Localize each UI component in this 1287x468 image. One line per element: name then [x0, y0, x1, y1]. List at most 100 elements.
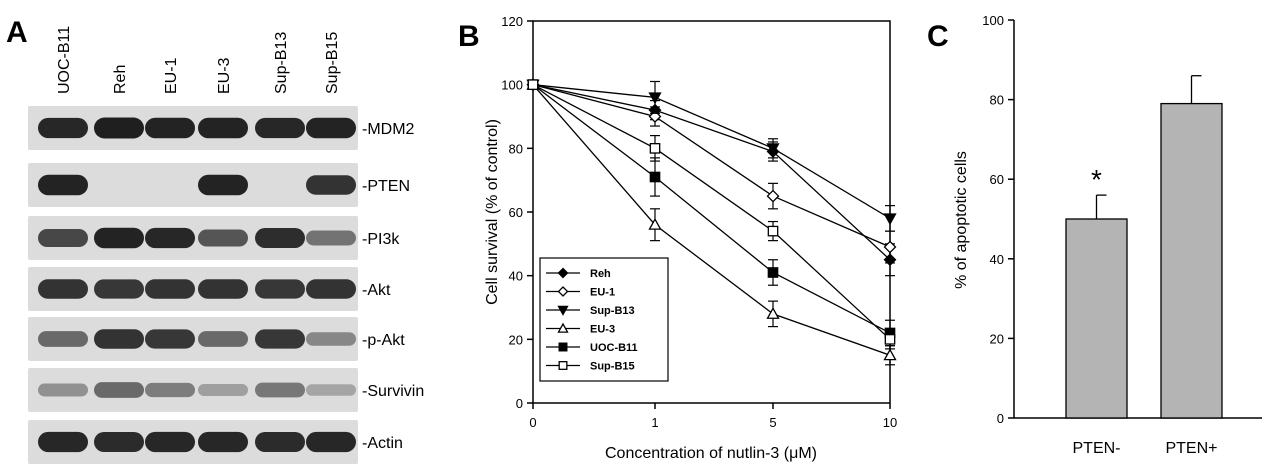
- y-tick-label-c: 40: [990, 252, 1004, 267]
- series-reh: [526, 78, 897, 277]
- series-line: [532, 84, 891, 340]
- series-sup-b13: [526, 79, 897, 232]
- y-axis-label-b: Cell survival (% of control): [484, 119, 501, 305]
- legend-label: Sup-B15: [590, 361, 635, 373]
- lane-label: EU-3: [216, 57, 233, 94]
- band-label: -MDM2: [362, 121, 415, 138]
- series-b: [526, 77, 897, 366]
- marker: [649, 143, 661, 154]
- panel-b-line-chart: B 0 20 40 60 80 100 120 0 1 5 10 Cell survival (%…: [458, 14, 897, 462]
- x-axis-b: 0 1 5 10: [529, 403, 897, 430]
- band-label: -Survivin: [362, 383, 424, 400]
- y-tick-label-c: 0: [997, 411, 1004, 426]
- marker: [766, 307, 780, 319]
- series-line: [532, 84, 891, 219]
- marker: [883, 240, 897, 254]
- blot-band: [255, 117, 305, 139]
- marker: [649, 171, 661, 183]
- marker: [766, 143, 780, 156]
- legend-label: EU-3: [590, 324, 615, 336]
- y-tick-label-b: 0: [516, 396, 523, 411]
- blot-band: [198, 331, 248, 347]
- legend-label: UOC-B11: [590, 342, 638, 354]
- bar: [1065, 218, 1128, 419]
- marker: [558, 342, 568, 352]
- blot-band: [306, 384, 356, 396]
- marker: [557, 267, 569, 279]
- panel-letter-a: A: [6, 16, 28, 49]
- y-axis-label-c: % of apoptotic cells: [953, 151, 970, 289]
- y-tick-label-b: 20: [509, 332, 523, 347]
- y-tick-label-c: 20: [990, 331, 1004, 346]
- blot-band: [255, 329, 305, 349]
- marker: [767, 267, 779, 278]
- marker: [558, 361, 568, 370]
- band-label: -PI3k: [362, 231, 400, 248]
- y-tick-label-b: 120: [501, 14, 523, 29]
- blot-band: [38, 431, 88, 453]
- blot-band: [94, 382, 144, 398]
- lane-labels: UOC-B11 Reh EU-1 EU-3 Sup-B13 Sup-B15: [56, 26, 341, 94]
- blot-band: [94, 431, 144, 453]
- marker: [557, 286, 569, 297]
- band-label: -PTEN: [362, 178, 410, 195]
- blot-band: [306, 175, 356, 195]
- y-axis-c: 0 20 40 60 80 100: [982, 13, 1014, 426]
- bars-c: PTEN- * PTEN+: [1065, 75, 1223, 457]
- series-line: [532, 84, 891, 356]
- series-line: [532, 84, 891, 248]
- blot-band: [38, 331, 88, 347]
- blot-band: [38, 383, 88, 397]
- blot-band: [145, 431, 195, 453]
- blot-band: [94, 279, 144, 299]
- legend-b: Reh EU-1 Sup-B13 EU-3 UOC-B11 Sup-B15: [539, 257, 669, 382]
- y-tick-label-b: 100: [501, 78, 523, 93]
- lane-label: Sup-B15: [324, 32, 341, 94]
- band-label: -p-Akt: [362, 332, 405, 349]
- marker: [884, 334, 896, 345]
- category-label: PTEN-: [1073, 440, 1121, 457]
- significance-asterisk: *: [1091, 164, 1102, 195]
- marker: [883, 213, 897, 226]
- legend-label: EU-1: [590, 287, 615, 299]
- blot-band: [145, 329, 195, 349]
- panel-c-bar-chart: C 0 20 40 60 80 100 % of apoptotic cells PTEN…: [927, 13, 1262, 457]
- blot-band: [38, 117, 88, 139]
- legend-label: Sup-B13: [590, 305, 635, 317]
- x-tick-label-b: 1: [651, 415, 658, 430]
- blot-band: [306, 117, 356, 139]
- blot-band: [198, 117, 248, 139]
- blot-band: [145, 117, 195, 139]
- blot-band: [94, 117, 144, 139]
- blot-strip: [28, 163, 358, 207]
- lane-label: EU-1: [163, 57, 180, 94]
- marker: [648, 217, 662, 230]
- x-tick-label-b: 10: [883, 415, 897, 430]
- lane-label: UOC-B11: [56, 26, 73, 94]
- y-tick-label-b: 80: [509, 141, 523, 156]
- y-tick-label-b: 60: [509, 205, 523, 220]
- blot-band: [38, 228, 88, 248]
- blot-band: [198, 384, 248, 396]
- marker: [766, 189, 780, 203]
- marker: [767, 225, 779, 237]
- legend-label: Reh: [590, 268, 611, 280]
- x-axis-label-b: Concentration of nutlin-3 (μM): [605, 445, 817, 462]
- x-tick-label-b: 0: [529, 415, 536, 430]
- y-axis-b: 0 20 40 60 80 100 120: [501, 14, 533, 411]
- blot-band: [198, 431, 248, 453]
- panel-letter-b: B: [458, 20, 480, 53]
- blot-band: [306, 332, 356, 346]
- blot-band: [255, 228, 305, 248]
- marker: [557, 305, 569, 316]
- y-tick-label-c: 100: [982, 13, 1004, 28]
- panel-a-western-blot: A UOC-B11 Reh EU-1 EU-3 Sup-B13 Sup-B15 -MDM2…: [6, 16, 424, 464]
- y-tick-label-c: 60: [990, 172, 1004, 187]
- category-label: PTEN+: [1165, 440, 1217, 457]
- blot-band: [198, 174, 248, 196]
- blot-band: [306, 279, 356, 299]
- y-tick-label-c: 80: [990, 93, 1004, 108]
- band-label: -Actin: [362, 435, 403, 452]
- marker: [648, 92, 662, 105]
